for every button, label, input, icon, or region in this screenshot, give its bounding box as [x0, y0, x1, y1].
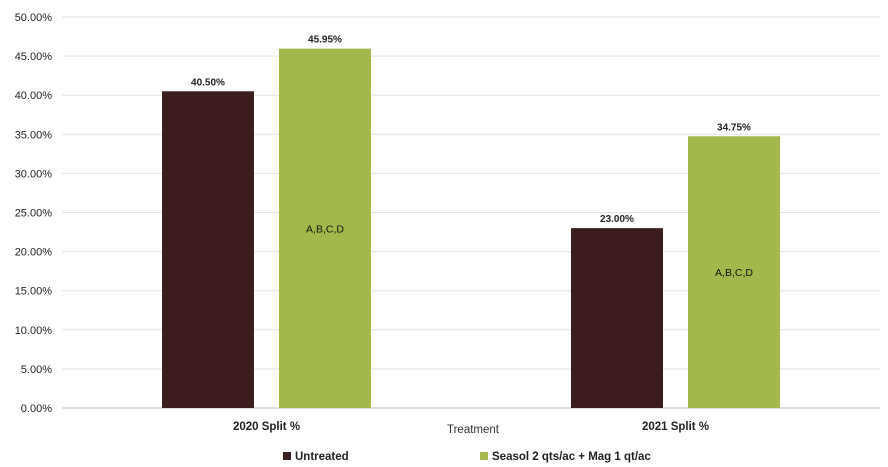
- x-category-label: 2020 Split %: [233, 421, 300, 433]
- legend-swatch: [283, 452, 291, 460]
- x-axis-title: Treatment: [447, 424, 500, 436]
- x-axis: 2020 Split % 2021 Split %: [233, 421, 709, 433]
- bar-seasol-2: [688, 136, 780, 408]
- y-tick-label: 45.00%: [15, 51, 53, 63]
- bars: [162, 48, 780, 409]
- legend: Untreated Seasol 2 qts/ac + Mag 1 qt/ac: [283, 451, 651, 463]
- data-label: 23.00%: [600, 214, 634, 225]
- legend-label: Untreated: [295, 451, 349, 463]
- data-label: 40.50%: [191, 77, 225, 88]
- y-tick-label: 50.00%: [15, 12, 53, 24]
- y-tick-label: 5.00%: [21, 364, 52, 376]
- y-tick-label: 10.00%: [15, 325, 53, 337]
- x-category-label: 2021 Split %: [642, 421, 709, 433]
- bar-seasol-1: [279, 48, 371, 409]
- data-label: 34.75%: [717, 122, 751, 133]
- bar-inner-label: A,B,C,D: [306, 223, 344, 235]
- y-tick-label: 20.00%: [15, 247, 53, 259]
- y-tick-label: 40.00%: [15, 90, 53, 102]
- data-labels: 40.50% 45.95% A,B,C,D 23.00% 34.75% A,B,C,D: [191, 35, 753, 279]
- legend-label: Seasol 2 qts/ac + Mag 1 qt/ac: [492, 451, 651, 463]
- y-axis: 0.00% 5.00% 10.00% 15.00% 20.00% 25.00% 30.00%…: [15, 12, 53, 415]
- y-tick-label: 15.00%: [15, 286, 53, 298]
- y-tick-label: 35.00%: [15, 129, 53, 141]
- y-tick-label: 25.00%: [15, 208, 53, 220]
- bar-untreated-1: [162, 91, 254, 408]
- y-tick-label: 30.00%: [15, 168, 53, 180]
- bar-inner-label: A,B,C,D: [715, 267, 753, 279]
- y-tick-label: 0.00%: [21, 403, 52, 415]
- bar-untreated-2: [571, 228, 663, 408]
- legend-swatch: [480, 452, 488, 460]
- data-label: 45.95%: [308, 35, 342, 46]
